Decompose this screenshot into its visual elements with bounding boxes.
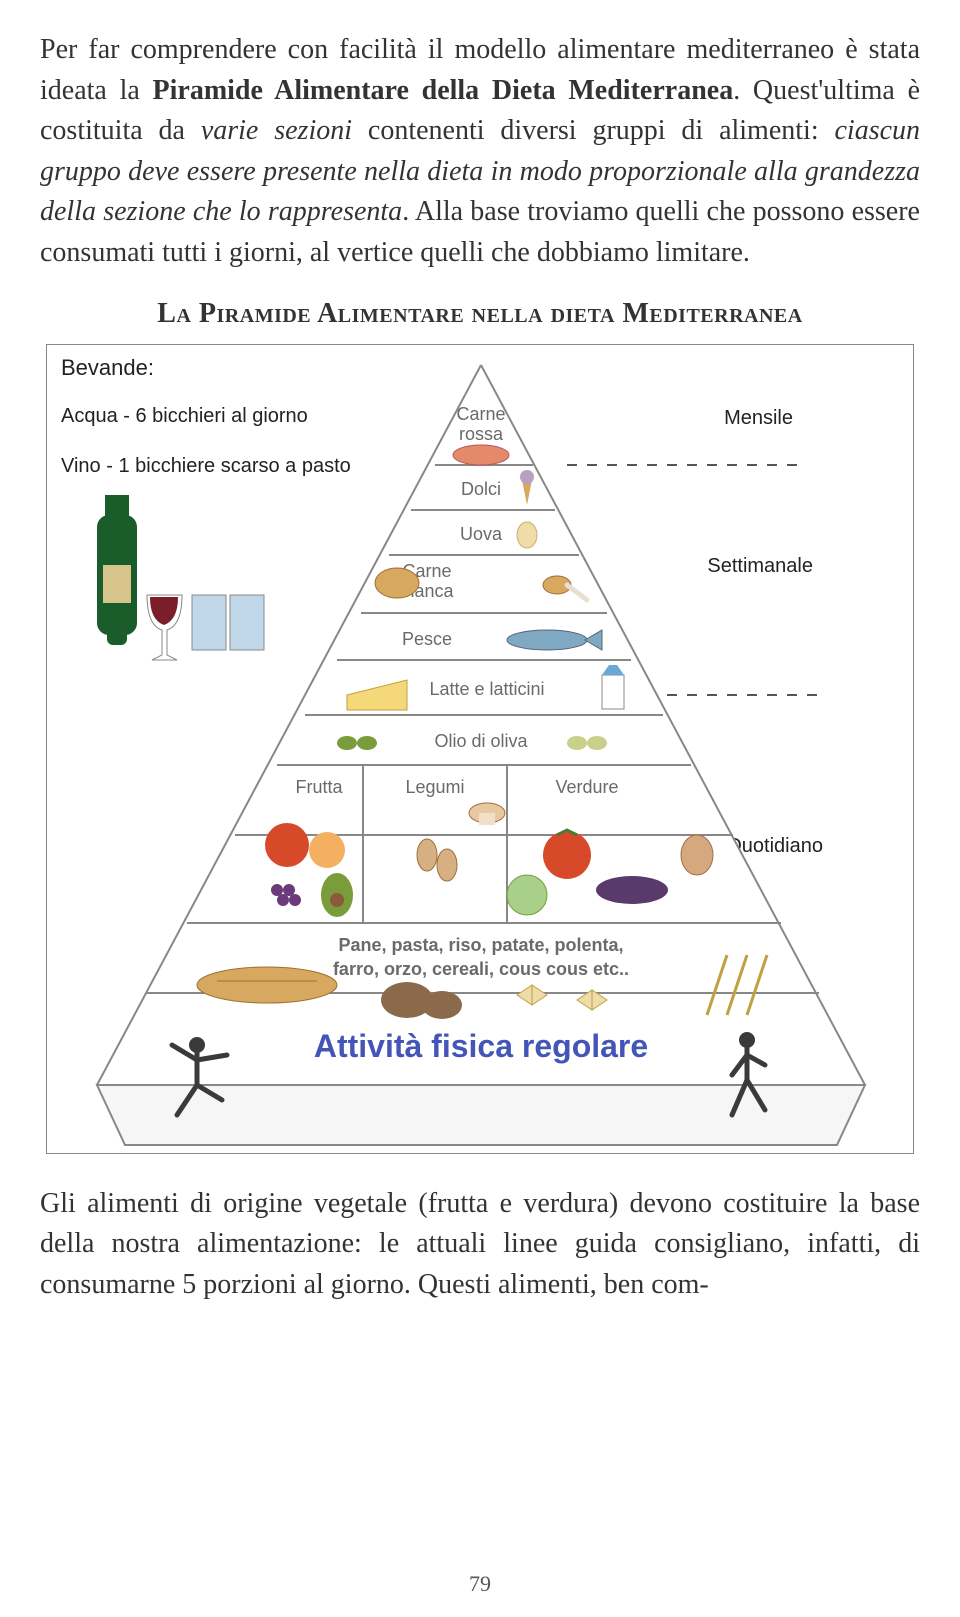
label-carne-rossa-2: rossa bbox=[459, 424, 504, 444]
pyramid-figure: Bevande: Acqua - 6 bicchieri al giorno V… bbox=[46, 344, 914, 1154]
olive-icon bbox=[337, 736, 357, 750]
egg-icon bbox=[517, 522, 537, 548]
page-number: 79 bbox=[0, 1571, 960, 1597]
peanut-icon bbox=[417, 839, 437, 871]
label-carbs-1: Pane, pasta, riso, patate, polenta, bbox=[338, 935, 623, 955]
meat-icon bbox=[453, 445, 509, 465]
label-latte: Latte e latticini bbox=[429, 679, 544, 699]
label-attivita: Attività fisica regolare bbox=[314, 1028, 648, 1064]
pyramid-svg: Carne rossa Dolci Uova Carne bianca Pesc… bbox=[47, 345, 914, 1154]
figure-title: La Piramide Alimentare nella dieta Medit… bbox=[40, 298, 920, 330]
label-olio: Olio di oliva bbox=[434, 731, 528, 751]
label-uova: Uova bbox=[460, 524, 503, 544]
apple-icon bbox=[265, 823, 309, 867]
closing-paragraph: Gli alimenti di origine vegetale (frutta… bbox=[40, 1184, 920, 1306]
icecream-scoop-icon bbox=[520, 470, 534, 484]
wine-bottle-icon bbox=[97, 495, 137, 645]
label-dolci: Dolci bbox=[461, 479, 501, 499]
peach-icon bbox=[309, 832, 345, 868]
water-glass-icon bbox=[192, 595, 264, 650]
text-italic: varie sezioni bbox=[201, 115, 352, 146]
cabbage-icon bbox=[507, 875, 547, 915]
milk-icon bbox=[602, 675, 624, 709]
label-legumi: Legumi bbox=[405, 777, 464, 797]
onion-icon bbox=[681, 835, 713, 875]
label-frutta: Frutta bbox=[295, 777, 343, 797]
wine-glass-icon bbox=[147, 595, 182, 660]
chicken-icon bbox=[375, 568, 419, 598]
fish-icon bbox=[507, 630, 587, 650]
eggplant-icon bbox=[596, 876, 668, 904]
bread-icon bbox=[197, 967, 337, 1003]
label-pesce: Pesce bbox=[402, 629, 452, 649]
label-carne-rossa-1: Carne bbox=[456, 404, 505, 424]
intro-paragraph: Per far comprendere con facilità il mode… bbox=[40, 30, 920, 274]
label-carbs-2: farro, orzo, cereali, cous cous etc.. bbox=[333, 959, 629, 979]
label-verdure: Verdure bbox=[555, 777, 618, 797]
text-plain: contenenti diversi gruppi di alimenti: bbox=[352, 115, 834, 146]
text-bold: Piramide Alimentare della Dieta Mediterr… bbox=[153, 75, 734, 106]
tomato-icon bbox=[543, 831, 591, 879]
